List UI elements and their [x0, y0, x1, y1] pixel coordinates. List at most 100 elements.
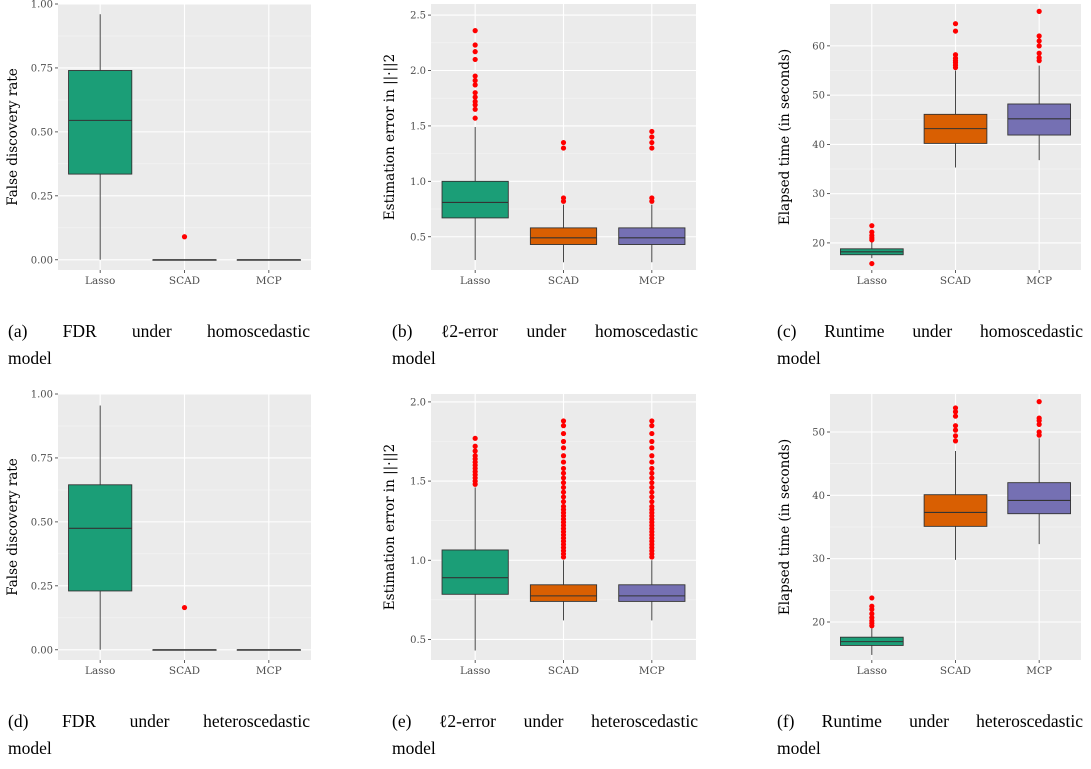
y-tick-label: 2.5: [410, 11, 426, 22]
caption-b: (b) ℓ2-error under homoscedastic model: [392, 318, 698, 372]
outlier-point: [1036, 50, 1042, 56]
outlier-point: [952, 423, 959, 429]
outlier-point: [952, 438, 959, 444]
chart-runtime-homoscedastic: 20 30 40 50 60 Lasso SCAD MCP Elapsed time (in s…: [770, 0, 1091, 292]
x-tick-label: MCP: [639, 275, 665, 287]
outlier-point: [472, 56, 478, 63]
box: [1007, 103, 1071, 136]
chart-svg: 0.00 0.25 0.50 0.75 1.00 Lasso SCAD MCP False di…: [5, 390, 311, 677]
outlier-point: [1036, 38, 1042, 44]
caption-f: (f) Runtime under heteroscedastic model: [777, 708, 1083, 762]
caption-word: model: [8, 348, 52, 368]
y-axis-label: False discovery rate: [5, 458, 21, 596]
y-tick-label: 0.00: [31, 255, 53, 266]
caption-word: model: [777, 348, 821, 368]
y-tick-label: 0.50: [31, 127, 53, 138]
y-tick-label: 40: [812, 140, 825, 151]
box: [618, 584, 686, 602]
box: [529, 584, 598, 602]
outlier-point: [1036, 55, 1042, 61]
x-tick-label: SCAD: [169, 275, 200, 287]
caption-word: under: [131, 321, 172, 341]
y-tick-label: 50: [812, 428, 825, 439]
outlier-point: [560, 459, 567, 465]
y-tick-label: 0.50: [31, 517, 53, 528]
caption-word: Runtime: [824, 321, 885, 341]
box: [618, 227, 686, 245]
outlier-point: [472, 42, 478, 48]
caption-d: (d) FDR under heteroscedastic model: [8, 708, 310, 762]
outlier-point: [560, 503, 567, 510]
outlier-point: [560, 470, 567, 476]
outlier-point: [649, 470, 655, 476]
box: [441, 549, 509, 595]
outlier-point: [649, 465, 655, 472]
outlier-point: [649, 475, 655, 481]
chart-runtime-heteroscedastic: 20 30 40 50 Lasso SCAD MCP Elapsed time (in sec…: [770, 390, 1091, 682]
chart-l2-error-heteroscedastic: 0.5 1.0 1.5 2.0 Lasso SCAD MCP Estimation error…: [382, 390, 705, 682]
caption-word: (e): [392, 711, 412, 731]
outlier-point: [649, 145, 655, 151]
outlier-point: [472, 73, 478, 79]
outlier-point: [1036, 429, 1042, 435]
x-tick-label: Lasso: [85, 275, 115, 287]
outlier-point: [472, 98, 478, 105]
y-tick-label: 50: [812, 91, 825, 102]
y-tick-label: 30: [812, 189, 825, 200]
y-tick-label: 0.75: [31, 63, 53, 74]
outlier-point: [649, 459, 655, 465]
outlier-point: [869, 223, 875, 229]
caption-word: under: [909, 711, 949, 731]
outlier-point: [181, 604, 188, 611]
caption-word: model: [8, 738, 52, 758]
y-tick-label: 20: [812, 238, 825, 249]
caption-word: homoscedastic: [206, 321, 310, 341]
outlier-point: [869, 595, 875, 601]
outlier-point: [1036, 8, 1042, 14]
y-tick-label: 1.5: [410, 121, 426, 132]
outlier-point: [1036, 399, 1042, 405]
chart-svg: 0.5 1.0 1.5 2.0 Lasso SCAD MCP Estimation error…: [382, 394, 696, 677]
caption-word: (d): [8, 711, 29, 731]
outlier-point: [560, 489, 567, 495]
y-tick-label: 1.0: [410, 556, 426, 567]
y-tick-label: 0.25: [31, 191, 53, 202]
outlier-point: [649, 195, 655, 201]
caption-word: ℓ2-error: [440, 321, 498, 341]
caption-word: model: [392, 348, 436, 368]
y-axis-label: Estimation error in ||·||2: [382, 444, 398, 610]
y-axis-label: Elapsed time (in seconds): [777, 439, 793, 615]
caption-a: (a) FDR under homoscedastic model: [8, 318, 310, 372]
y-tick-label: 0.75: [31, 453, 53, 464]
outlier-point: [181, 234, 188, 240]
outlier-point: [560, 475, 567, 481]
y-tick-label: 2.0: [410, 397, 426, 408]
outlier-point: [560, 465, 567, 472]
x-tick-label: MCP: [1026, 275, 1052, 287]
y-tick-label: 1.00: [31, 0, 53, 11]
y-tick-label: 1.5: [410, 477, 426, 488]
y-tick-label: 0.5: [410, 232, 426, 243]
outlier-point: [649, 128, 655, 135]
outlier-point: [560, 445, 567, 451]
outlier-point: [560, 453, 567, 459]
outlier-point: [649, 445, 655, 451]
chart-svg: 0.5 1.0 1.5 2.0 2.5 Lasso SCAD MCP Estimation er…: [382, 4, 696, 287]
outlier-point: [560, 499, 567, 505]
outlier-point: [472, 448, 478, 454]
outlier-point: [649, 418, 655, 424]
x-tick-label: SCAD: [548, 275, 579, 287]
outlier-point: [472, 77, 478, 84]
outlier-point: [649, 494, 655, 500]
x-tick-label: MCP: [1026, 665, 1052, 677]
x-tick-label: SCAD: [940, 665, 971, 677]
outlier-point: [952, 28, 959, 34]
outlier-point: [560, 423, 567, 429]
caption-word: FDR: [62, 321, 97, 341]
caption-word: (c): [777, 321, 797, 341]
caption-word: FDR: [62, 711, 97, 731]
outlier-point: [869, 611, 875, 617]
outlier-point: [1036, 43, 1042, 49]
caption-word: heteroscedastic: [976, 711, 1083, 731]
outlier-point: [560, 480, 567, 486]
